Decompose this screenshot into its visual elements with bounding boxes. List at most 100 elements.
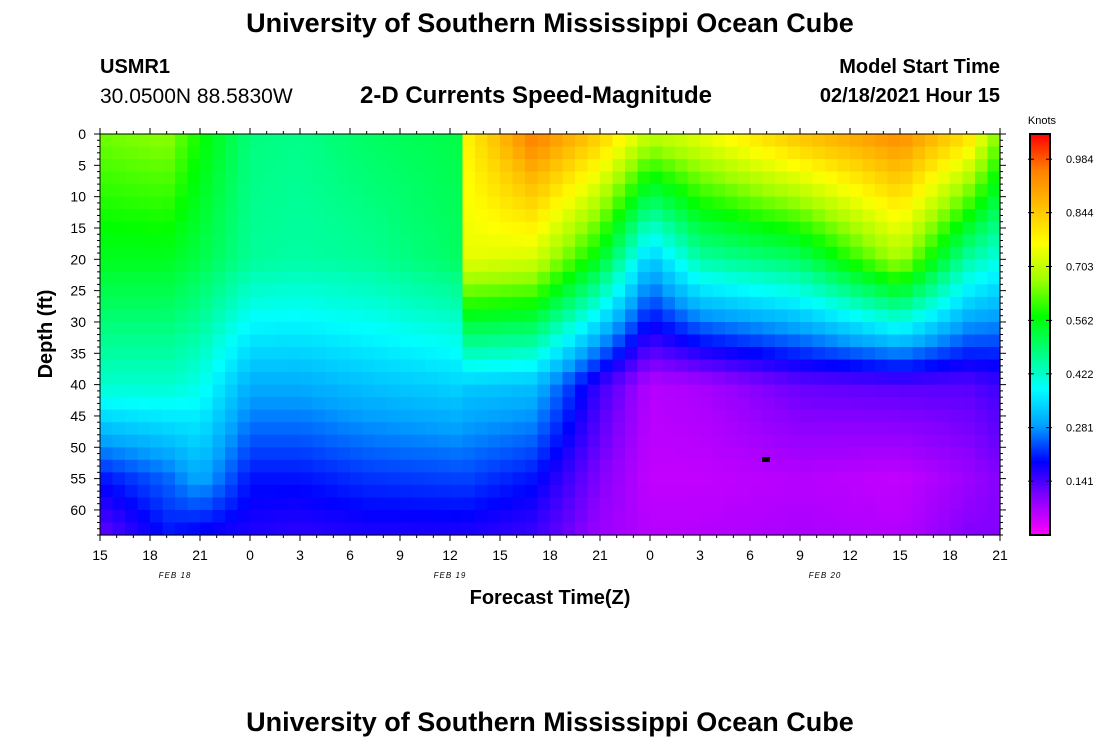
heatmap-cell bbox=[800, 184, 814, 198]
heatmap-cell bbox=[175, 134, 189, 148]
heatmap-cell bbox=[925, 246, 939, 260]
heatmap-cell bbox=[625, 146, 639, 160]
heatmap-cell bbox=[787, 134, 801, 148]
heatmap-cell bbox=[787, 359, 801, 373]
heatmap-cell bbox=[875, 509, 889, 524]
heatmap-cell bbox=[300, 221, 314, 235]
heatmap-cell bbox=[575, 409, 589, 423]
heatmap-cell bbox=[975, 347, 989, 361]
heatmap-cell bbox=[837, 309, 851, 323]
heatmap-cell bbox=[150, 246, 164, 260]
heatmap-cell bbox=[587, 209, 601, 223]
heatmap-cell bbox=[850, 472, 864, 486]
heatmap-cell bbox=[625, 409, 639, 423]
heatmap-cell bbox=[387, 234, 401, 248]
heatmap-cell bbox=[450, 221, 464, 235]
heatmap-cell bbox=[350, 422, 364, 436]
heatmap-cell bbox=[762, 271, 776, 285]
heatmap-cell bbox=[912, 497, 926, 511]
heatmap-cell bbox=[312, 522, 326, 536]
heatmap-cell bbox=[375, 497, 389, 511]
heatmap-cell bbox=[612, 234, 626, 248]
heatmap-cell bbox=[425, 397, 439, 411]
heatmap-cell bbox=[887, 296, 901, 311]
heatmap-cell bbox=[512, 347, 526, 361]
heatmap-cell bbox=[100, 497, 114, 511]
heatmap-cell bbox=[625, 284, 639, 298]
heatmap-cell bbox=[112, 359, 126, 373]
heatmap-cell bbox=[900, 209, 914, 223]
heatmap-cell bbox=[350, 334, 364, 348]
heatmap-cell bbox=[550, 409, 564, 423]
heatmap-cell bbox=[287, 259, 301, 273]
heatmap-cell bbox=[237, 321, 251, 336]
heatmap-cell bbox=[650, 497, 664, 511]
heatmap-cell bbox=[412, 409, 426, 423]
heatmap-cell bbox=[225, 184, 239, 198]
heatmap-cell bbox=[850, 171, 864, 185]
heatmap-cell bbox=[175, 221, 189, 235]
heatmap-cell bbox=[225, 159, 239, 173]
heatmap-cell bbox=[100, 284, 114, 298]
heatmap-cell bbox=[712, 422, 726, 436]
heatmap-cell bbox=[587, 334, 601, 348]
heatmap-cell bbox=[400, 296, 414, 311]
heatmap-cell bbox=[575, 159, 589, 173]
heatmap-cell bbox=[100, 522, 114, 536]
heatmap-cell bbox=[662, 234, 676, 248]
heatmap-cell bbox=[975, 184, 989, 198]
heatmap-cell bbox=[212, 284, 226, 298]
heatmap-cell bbox=[387, 196, 401, 210]
heatmap-cell bbox=[287, 284, 301, 298]
heatmap-cell bbox=[300, 359, 314, 373]
heatmap-cell bbox=[437, 159, 451, 173]
heatmap-cell bbox=[887, 522, 901, 536]
heatmap-cell bbox=[112, 259, 126, 273]
heatmap-cell bbox=[537, 484, 551, 499]
heatmap-cell bbox=[725, 246, 739, 260]
heatmap-cell bbox=[975, 334, 989, 348]
heatmap-cell bbox=[675, 171, 689, 185]
heatmap-cell bbox=[825, 384, 839, 398]
heatmap-cell bbox=[500, 159, 514, 173]
heatmap-cell bbox=[387, 484, 401, 499]
heatmap-cell bbox=[200, 522, 214, 536]
heatmap-cell bbox=[287, 184, 301, 198]
heatmap-cell bbox=[850, 409, 864, 423]
heatmap-cell bbox=[600, 484, 614, 499]
heatmap-cell bbox=[750, 472, 764, 486]
y-tick-label: 0 bbox=[78, 126, 86, 142]
heatmap-cell bbox=[700, 284, 714, 298]
heatmap-cell bbox=[812, 422, 826, 436]
heatmap-cell bbox=[987, 384, 1001, 398]
heatmap-cell bbox=[912, 296, 926, 311]
heatmap-cell bbox=[225, 259, 239, 273]
heatmap-cell bbox=[975, 372, 989, 386]
heatmap-cell bbox=[562, 234, 576, 248]
heatmap-cell bbox=[237, 334, 251, 348]
heatmap-cell bbox=[687, 422, 701, 436]
heatmap-cell bbox=[300, 372, 314, 386]
heatmap-cell bbox=[637, 159, 651, 173]
heatmap-cell bbox=[487, 472, 501, 486]
heatmap-cell bbox=[637, 384, 651, 398]
heatmap-cell bbox=[162, 334, 176, 348]
heatmap-cell bbox=[712, 522, 726, 536]
heatmap-cell bbox=[725, 447, 739, 461]
heatmap-cell bbox=[850, 372, 864, 386]
heatmap-cell bbox=[637, 447, 651, 461]
heatmap-cell bbox=[475, 234, 489, 248]
heatmap-cell bbox=[812, 184, 826, 198]
heatmap-cell bbox=[725, 434, 739, 448]
heatmap-cell bbox=[562, 384, 576, 398]
heatmap-cell bbox=[762, 184, 776, 198]
heatmap-cell bbox=[400, 447, 414, 461]
heatmap-cell bbox=[700, 509, 714, 524]
heatmap-cell bbox=[887, 196, 901, 210]
heatmap-cell bbox=[187, 422, 201, 436]
heatmap-cell bbox=[325, 422, 339, 436]
heatmap-cell bbox=[475, 296, 489, 311]
heatmap-cell bbox=[800, 409, 814, 423]
heatmap-cell bbox=[262, 434, 276, 448]
heatmap-cell bbox=[212, 321, 226, 336]
